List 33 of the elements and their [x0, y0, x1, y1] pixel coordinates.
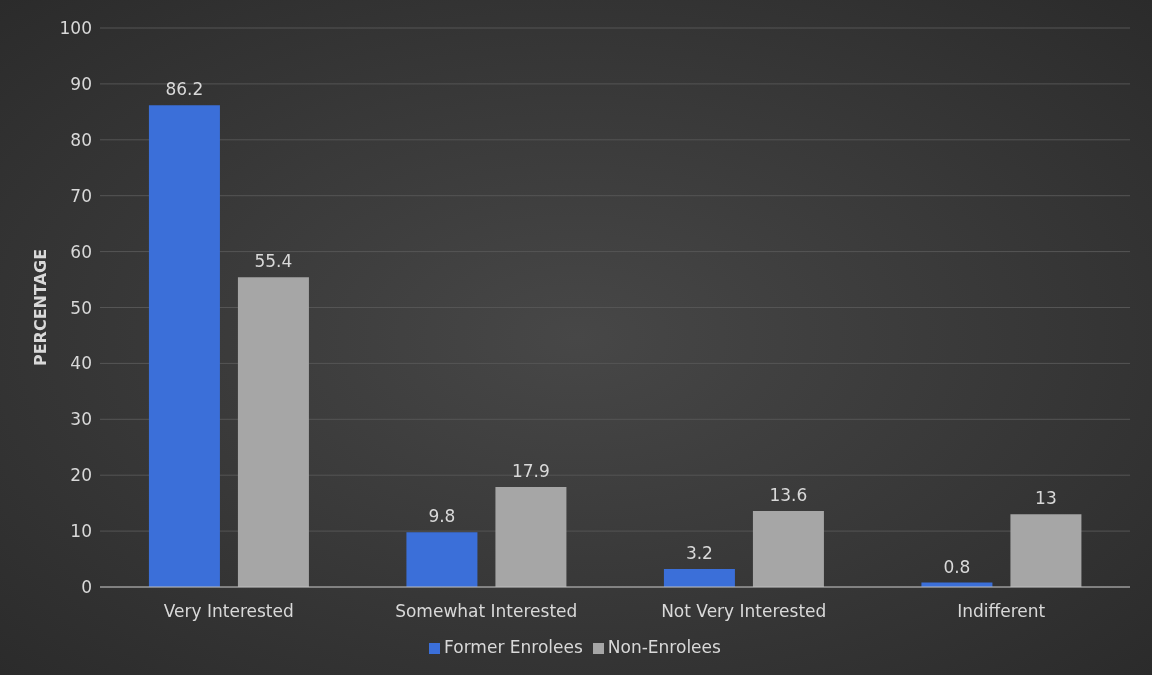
data-label: 55.4	[254, 251, 293, 272]
y-tick-label: 0	[81, 577, 92, 598]
legend-label: Non-Enrolees	[607, 637, 721, 657]
y-tick-label: 50	[70, 297, 92, 318]
y-tick-label: 30	[70, 409, 92, 430]
bar	[1010, 514, 1082, 587]
y-tick-label: 90	[70, 73, 92, 94]
y-tick-label: 10	[70, 521, 92, 542]
data-label: 3.2	[685, 543, 713, 564]
data-label: 13.6	[769, 484, 808, 505]
y-tick-label: 20	[70, 465, 92, 486]
bar	[237, 277, 309, 587]
y-tick-label: 40	[70, 353, 92, 374]
bar	[406, 532, 478, 587]
x-tick-label: Not Very Interested	[661, 601, 827, 622]
data-label: 9.8	[428, 506, 456, 527]
y-tick-label: 70	[70, 185, 92, 206]
bar	[663, 569, 735, 587]
data-label: 86.2	[165, 79, 204, 100]
data-label: 13	[1035, 488, 1057, 509]
x-tick-label: Somewhat Interested	[395, 601, 578, 622]
bar	[148, 105, 220, 587]
x-tick-label: Very Interested	[163, 601, 294, 622]
bar	[495, 486, 567, 587]
x-tick-label: Indifferent	[957, 601, 1046, 622]
y-tick-label: 100	[59, 18, 92, 39]
y-tick-label: 80	[70, 129, 92, 150]
bar	[752, 510, 824, 587]
legend-label: Former Enrolees	[444, 637, 583, 657]
data-label: 0.8	[943, 556, 971, 577]
y-axis-title: PERCENTAGE	[30, 248, 50, 367]
data-label: 17.9	[512, 460, 550, 481]
y-tick-label: 60	[70, 241, 92, 262]
